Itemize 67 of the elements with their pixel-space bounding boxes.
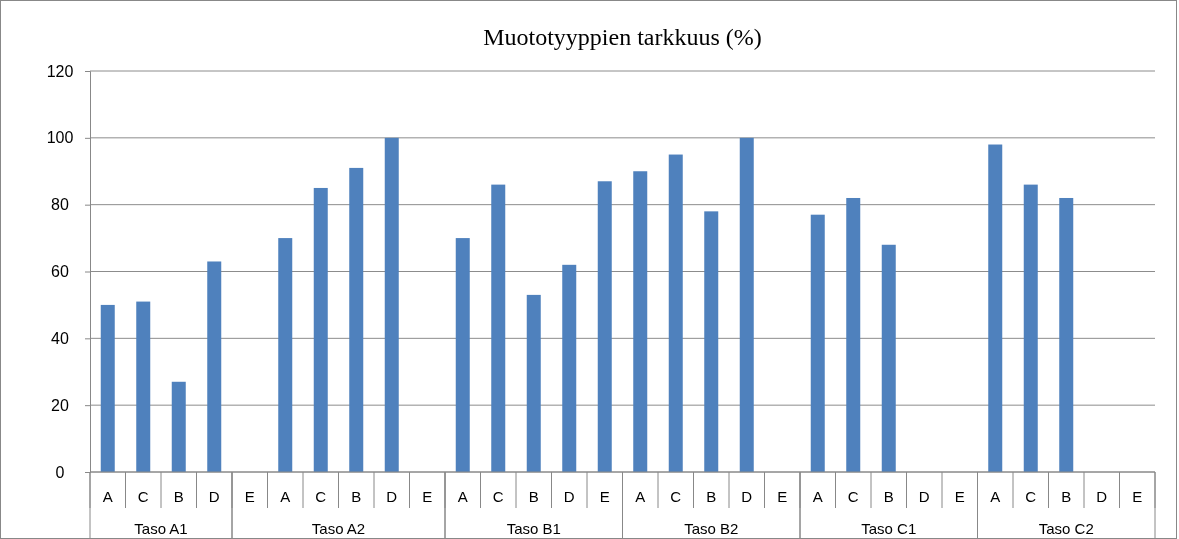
x-tick-label: D <box>563 488 575 505</box>
x-tick-label: B <box>351 488 362 505</box>
bar <box>1059 197 1074 472</box>
x-tick-label: E <box>777 488 788 505</box>
x-tick-label: A <box>990 488 1001 505</box>
x-tick-label: C <box>670 488 682 505</box>
bar <box>136 301 151 472</box>
text: Taso C2 <box>1038 520 1094 537</box>
x-tick-label: D <box>1096 488 1108 505</box>
bar <box>384 137 399 472</box>
y-tick-label: 80 <box>51 196 69 214</box>
x-tick-label: B <box>528 488 539 505</box>
x-tick-label: B <box>706 488 717 505</box>
x-tick-label: D <box>386 488 398 505</box>
x-tick-label: A <box>102 488 113 505</box>
x-tick-label: E <box>954 488 965 505</box>
bar <box>810 214 825 472</box>
bar <box>171 381 186 472</box>
bar <box>1023 184 1038 472</box>
x-tick-label: B <box>1061 488 1072 505</box>
text: Taso A2 <box>311 520 366 537</box>
bar <box>491 184 506 472</box>
y-tick-label: 60 <box>51 263 69 281</box>
x-tick-label: A <box>457 488 468 505</box>
y-tick-label: 100 <box>46 129 74 147</box>
bar <box>668 154 683 472</box>
x-tick-label: A <box>812 488 823 505</box>
x-tick-label: B <box>883 488 894 505</box>
x-tick-label: C <box>492 488 504 505</box>
x-tick-label: C <box>847 488 859 505</box>
x-tick-label: D <box>918 488 930 505</box>
x-tick-label: C <box>315 488 327 505</box>
chart-title: Muototyyppien tarkkuus (%) <box>483 24 762 50</box>
text: Taso B2 <box>684 520 739 537</box>
x-tick-label: C <box>137 488 149 505</box>
y-tick-label: 120 <box>46 62 74 80</box>
x-tick-label: B <box>173 488 184 505</box>
bar <box>526 294 541 472</box>
bar <box>846 197 861 472</box>
x-tick-label: E <box>244 488 255 505</box>
x-tick-label: A <box>280 488 291 505</box>
x-tick-label: E <box>599 488 610 505</box>
text: Taso A1 <box>134 520 188 537</box>
text: Taso B1 <box>506 520 561 537</box>
x-tick-label: C <box>1025 488 1037 505</box>
bar <box>349 167 364 472</box>
x-tick-label: A <box>635 488 646 505</box>
bar <box>278 238 293 472</box>
bar <box>633 171 648 472</box>
bar <box>313 187 328 472</box>
x-tick-label: D <box>208 488 220 505</box>
x-tick-label: E <box>1132 488 1143 505</box>
bar <box>704 211 719 472</box>
text: Taso C1 <box>861 520 917 537</box>
bar <box>597 181 612 472</box>
bar <box>100 304 115 472</box>
y-tick-label: 0 <box>55 463 65 481</box>
y-tick-label: 20 <box>51 396 69 414</box>
bar <box>455 238 470 472</box>
bar <box>988 144 1003 472</box>
x-tick-label: E <box>422 488 433 505</box>
bar <box>207 261 222 472</box>
x-tick-label: D <box>741 488 753 505</box>
bar <box>739 137 754 472</box>
y-tick-label: 40 <box>51 329 69 347</box>
bar <box>881 244 896 472</box>
bar <box>562 264 577 472</box>
